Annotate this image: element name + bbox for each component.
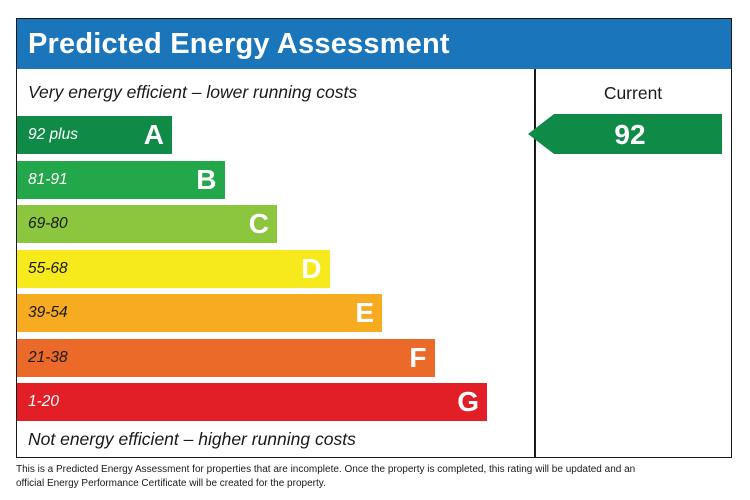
band-letter: G <box>457 386 479 417</box>
chart-title: Predicted Energy Assessment <box>17 19 731 69</box>
rating-band-a: 92 plus A <box>17 116 172 154</box>
band-letter: D <box>301 252 322 284</box>
rating-band-c: 69-80 C <box>17 205 277 243</box>
band-letter: B <box>196 163 217 195</box>
current-rating-arrow-shape <box>528 114 722 154</box>
band-letter: C <box>248 208 269 239</box>
rating-band-b: 81-91 B <box>17 160 225 199</box>
band-range-label: 81-91 <box>28 170 68 188</box>
band-letter: E <box>355 297 374 328</box>
current-column-header: Current <box>603 83 663 103</box>
rating-band-d: 55-68 D <box>17 249 330 288</box>
epc-chart-frame: Predicted Energy Assessment Very energy … <box>16 18 732 458</box>
band-range-label: 69-80 <box>28 215 68 232</box>
current-rating-arrow: 92 <box>528 114 722 154</box>
band-range-label: 55-68 <box>28 259 68 277</box>
top-caption: Very energy efficient – lower running co… <box>28 82 358 102</box>
band-range-label: 39-54 <box>28 304 68 321</box>
bottom-caption: Not energy efficient – higher running co… <box>28 429 356 449</box>
column-divider <box>534 69 536 457</box>
rating-band-g: 1-20 G <box>17 383 487 421</box>
band-range-label: 21-38 <box>28 348 68 366</box>
band-range-label: 1-20 <box>28 393 60 410</box>
current-rating-value: 92 <box>614 119 645 150</box>
band-letter: F <box>409 341 427 373</box>
footnote: This is a Predicted Energy Assessment fo… <box>16 464 636 489</box>
rating-band-e: 39-54 E <box>17 294 382 332</box>
band-letter: A <box>143 119 164 150</box>
band-range-label: 92 plus <box>28 126 78 143</box>
rating-band-f: 21-38 F <box>17 338 435 377</box>
